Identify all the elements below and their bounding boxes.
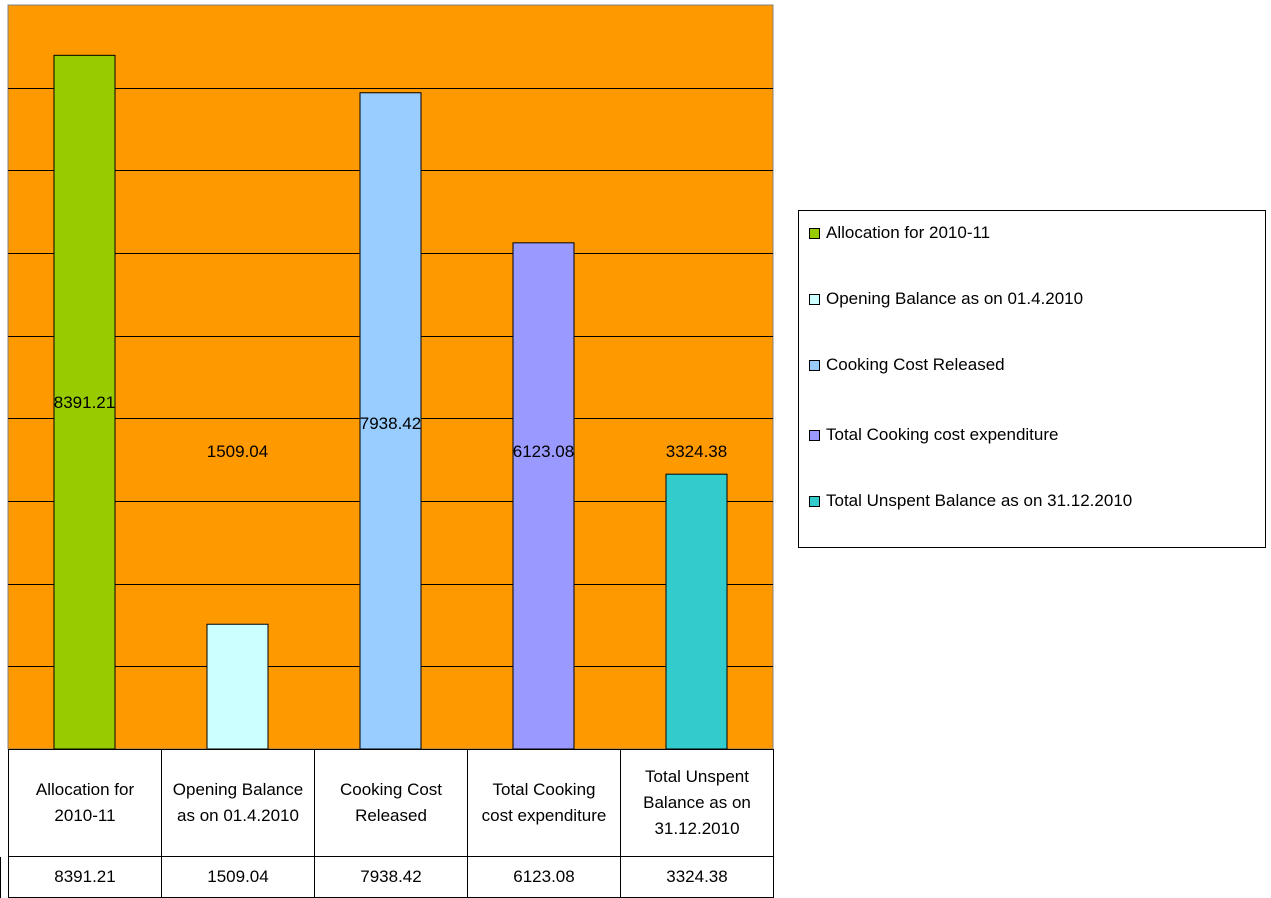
data-table-value-1: 8391.21: [8, 856, 162, 898]
data-table-value-row: 8391.21 1509.04 7938.42 6123.08 3324.38: [8, 856, 774, 898]
legend-swatch-3: [809, 359, 820, 371]
legend-swatch-1: [809, 227, 820, 239]
legend-swatch-2: [809, 293, 820, 305]
legend-swatch-4: [809, 429, 820, 441]
data-table-category-1: Allocation for 2010-11: [8, 749, 162, 857]
table-left-edge: [0, 857, 1, 898]
data-table-value-5: 3324.38: [620, 856, 774, 898]
data-table-category-3: Cooking Cost Released: [314, 749, 468, 857]
data-label-1: 8391.21: [54, 393, 115, 412]
data-label-4: 6123.08: [513, 442, 574, 461]
legend-item-5: Total Unspent Balance as on 31.12.2010: [809, 491, 1132, 511]
bar-3: [359, 92, 422, 750]
data-table-value-3: 7938.42: [314, 856, 468, 898]
data-table-category-4: Total Cooking cost expenditure: [467, 749, 621, 857]
legend: Allocation for 2010-11 Opening Balance a…: [798, 210, 1266, 548]
bar-2: [206, 623, 269, 750]
data-table-value-4: 6123.08: [467, 856, 621, 898]
data-table-category-2: Opening Balance as on 01.4.2010: [161, 749, 315, 857]
legend-item-1: Allocation for 2010-11: [809, 223, 990, 243]
legend-label-3: Cooking Cost Released: [826, 355, 1005, 374]
legend-item-3: Cooking Cost Released: [809, 355, 1005, 375]
legend-item-2: Opening Balance as on 01.4.2010: [809, 289, 1083, 309]
data-table-value-2: 1509.04: [161, 856, 315, 898]
legend-label-5: Total Unspent Balance as on 31.12.2010: [826, 491, 1133, 510]
legend-label-1: Allocation for 2010-11: [826, 223, 991, 242]
legend-label-2: Opening Balance as on 01.4.2010: [826, 289, 1084, 308]
data-table-header-row: Allocation for 2010-11 Opening Balance a…: [8, 749, 774, 857]
data-label-5: 3324.38: [666, 442, 727, 461]
data-label-3: 7938.42: [360, 414, 421, 433]
data-label-2: 1509.04: [207, 442, 268, 461]
legend-item-4: Total Cooking cost expenditure: [809, 425, 1058, 445]
bar-5: [665, 473, 728, 750]
data-table: Allocation for 2010-11 Opening Balance a…: [8, 749, 774, 898]
bars: [53, 54, 728, 750]
legend-swatch-5: [809, 495, 820, 507]
data-labels: 8391.21 1509.04 7938.42 6123.08 3324.38: [54, 393, 727, 461]
bar-1: [53, 54, 116, 750]
bar-4: [512, 242, 575, 750]
data-table-category-5: Total Unspent Balance as on 31.12.2010: [620, 749, 774, 857]
legend-label-4: Total Cooking cost expenditure: [826, 425, 1059, 444]
